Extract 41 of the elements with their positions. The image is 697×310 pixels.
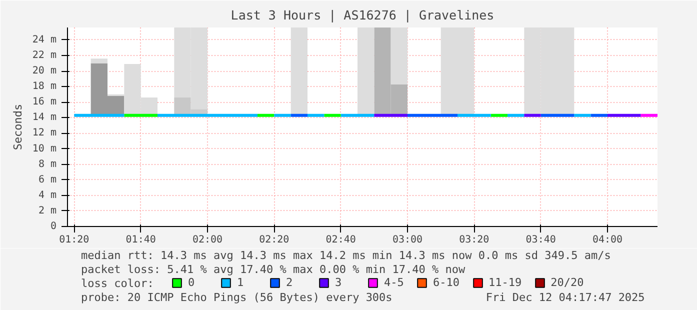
text: packet loss: 5.41 % avg 17.40 % max 0.00 % min 17.40 % now (81, 263, 466, 276)
y-tick-label: 4 m (38, 190, 56, 201)
bar (390, 28, 408, 84)
legend-label: 0 (188, 276, 196, 289)
y-axis-title: Seconds (11, 104, 24, 150)
legend-label: 1 (237, 276, 245, 289)
legend-label: 11-19 (488, 276, 522, 289)
chart-title: Last 3 Hours | AS16276 | Gravelines (230, 8, 494, 22)
text: Fri Dec 12 04:17:47 2025 (486, 291, 645, 304)
y-tick-label: 6 m (38, 174, 56, 186)
x-tick-label: 03:20 (459, 234, 490, 246)
legend-label: 6-10 (433, 276, 460, 289)
bar (290, 28, 308, 116)
legend-label: 3 (335, 276, 343, 289)
x-tick-label: 03:40 (526, 234, 556, 246)
x-tick-label: 02:00 (192, 234, 223, 246)
legend-label: 4-5 (384, 276, 404, 289)
legend-label: 20/20 (550, 276, 584, 289)
x-tick-label: 01:40 (126, 234, 156, 246)
bar (90, 58, 108, 64)
x-tick-label: 01:20 (59, 234, 90, 246)
x-tick-label: 02:40 (326, 234, 356, 246)
y-tick-label: 18 m (32, 81, 57, 92)
text: median rtt: 14.3 ms avg 14.3 ms max 14.2 ms min 14.3 ms now 0.0 ms sd 349.5 am/s (81, 249, 611, 262)
legend-label: 2 (286, 276, 294, 289)
y-tick-label: 10 m (32, 143, 57, 154)
y-tick-label: 16 m (32, 96, 57, 108)
y-tick-label: 22 m (32, 50, 57, 61)
x-tick-label: 03:00 (392, 234, 423, 246)
y-tick-label: 14 m (32, 112, 57, 124)
y-tick-label: 24 m (32, 34, 57, 46)
x-tick-label: 02:20 (259, 234, 290, 246)
y-tick-label: 12 m (32, 128, 57, 139)
legend-title: loss color: (81, 277, 154, 290)
y-tick-label: 8 m (38, 158, 56, 170)
bar (358, 28, 374, 116)
y-tick-label: 0 (50, 221, 57, 232)
x-tick-label: 04:00 (592, 234, 623, 246)
y-tick-label: 2 m (38, 205, 56, 216)
text: probe: 20 ICMP Echo Pings (56 Bytes) every 300s (81, 291, 392, 304)
y-tick-label: 20 m (32, 66, 57, 77)
